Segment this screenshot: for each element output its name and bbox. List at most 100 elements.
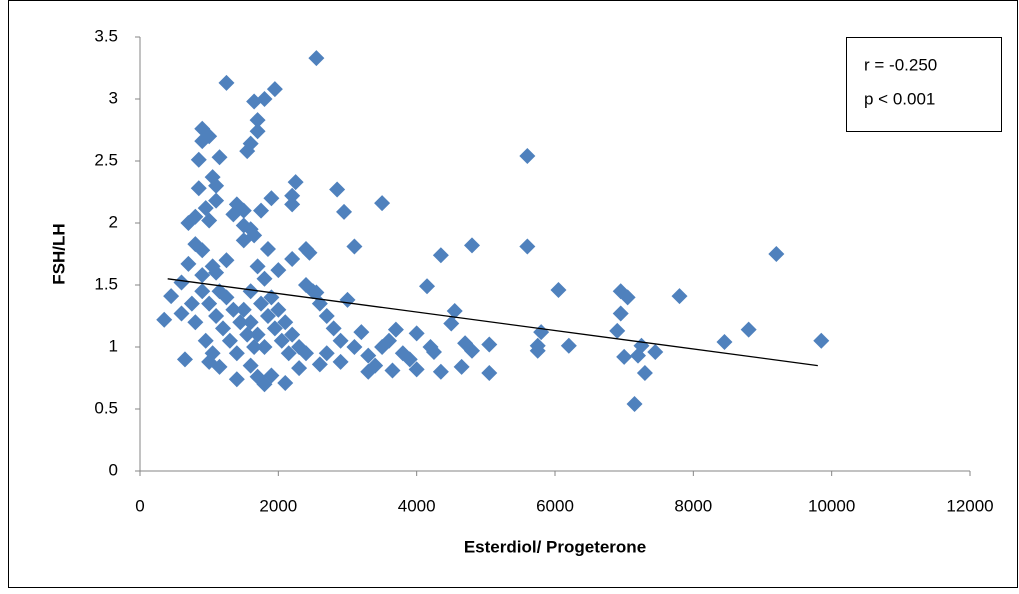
point [464,237,480,254]
point [263,367,280,384]
point [291,360,308,377]
y-tick-label: 1 [109,336,118,355]
point [616,348,633,365]
point [228,371,245,388]
point [194,133,211,150]
point [301,244,318,261]
point [329,181,346,198]
point [190,151,207,168]
point [609,322,626,339]
x-tick-label: 4000 [398,496,436,515]
point [636,365,653,382]
point [249,326,266,343]
annotation: r = -0.250 [864,55,937,74]
point [630,347,646,364]
point [671,288,688,305]
point [266,81,283,98]
point [318,345,335,362]
x-tick-label: 12000 [946,496,993,515]
point [187,314,204,331]
point [239,143,256,160]
point [163,288,180,305]
point [176,351,193,368]
point [211,358,228,375]
point [239,326,256,343]
point [716,334,733,351]
point [208,264,225,281]
point [194,283,211,300]
point [173,305,190,322]
point [235,232,252,249]
annotation: p < 0.001 [864,89,935,108]
point [249,258,266,275]
point [519,238,536,255]
point [311,356,328,373]
point [298,277,314,293]
point [246,339,263,355]
point [190,180,207,197]
point [156,311,173,328]
point [277,314,294,331]
point [242,314,259,331]
point [387,321,404,338]
point [346,339,363,355]
point [280,345,297,362]
point [464,342,480,359]
point [519,148,536,165]
point [419,278,436,295]
point [647,343,664,360]
y-tick-label: 0 [109,460,118,479]
y-tick-label: 2 [109,212,118,231]
point [381,332,397,349]
point [550,281,567,298]
point [187,208,204,225]
point [235,301,252,318]
point [332,353,349,370]
point [225,301,242,318]
point [242,357,259,374]
point [194,267,211,284]
point [453,358,470,375]
y-tick-label: 3 [109,88,118,107]
point [481,365,498,382]
point [284,187,301,204]
point [813,332,830,349]
point [201,212,218,229]
point [443,315,460,332]
point [259,241,276,258]
point [246,93,263,110]
point [173,274,190,291]
point [225,206,242,223]
point [367,357,384,374]
trendline [167,278,818,367]
point [325,320,342,337]
point [270,301,287,318]
point [346,238,363,255]
x-tick-label: 6000 [536,496,574,515]
y-tick-label: 3.5 [94,26,118,45]
point [215,320,231,337]
point [197,200,214,217]
point [253,202,270,219]
point [612,305,629,322]
point [270,262,287,279]
y-tick-label: 0.5 [94,398,118,417]
point [204,345,221,362]
point [208,192,225,209]
point [374,195,391,212]
point [284,326,301,343]
y-tick-label: 1.5 [94,274,118,293]
point [287,174,304,191]
point [249,123,266,140]
point [221,332,238,349]
point [308,50,325,67]
point [273,332,290,349]
point [422,339,439,355]
point [259,308,276,324]
point [228,345,245,362]
point [208,177,225,194]
x-tick-label: 8000 [674,496,712,515]
point [336,203,353,220]
point [194,242,211,259]
